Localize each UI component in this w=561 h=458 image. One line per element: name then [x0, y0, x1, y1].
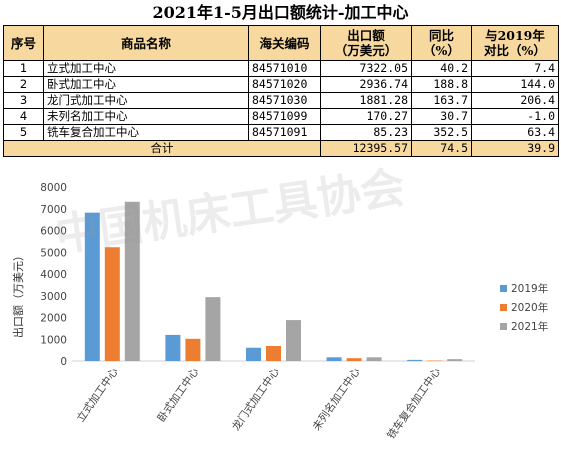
bar — [165, 334, 181, 361]
cell-vs-2019: 206.4 — [471, 92, 559, 109]
y-tick-label: 7000 — [40, 204, 67, 216]
x-category-label: 卧式加工中心 — [155, 365, 202, 424]
header-product-name: 商品名称 — [43, 25, 249, 61]
y-tick-label: 3000 — [40, 291, 67, 303]
bar — [84, 212, 100, 361]
cell-export-value: 7322.05 — [320, 60, 412, 77]
total-label: 合计 — [3, 140, 321, 157]
bar — [185, 338, 201, 361]
bar — [407, 359, 423, 361]
bar — [286, 320, 301, 361]
y-tick-label: 5000 — [40, 247, 67, 259]
header-index: 序号 — [3, 25, 44, 61]
y-tick-label: 1000 — [40, 334, 67, 346]
legend-label: 2019年 — [511, 282, 548, 295]
y-tick-label: 2000 — [40, 313, 67, 325]
x-category-label: 立式加工中心 — [74, 365, 121, 424]
bar — [427, 360, 443, 362]
cell-vs-2019: 63.4 — [471, 124, 559, 141]
cell-export-value: 1881.28 — [320, 92, 412, 109]
bar — [366, 357, 382, 361]
total-row: 合计 12395.57 74.5 39.9 — [3, 140, 559, 157]
cell-product-name: 铣车复合加工中心 — [43, 124, 249, 141]
cell-product-name: 龙门式加工中心 — [43, 92, 249, 109]
bar — [326, 357, 342, 361]
bar — [447, 359, 463, 361]
legend-label: 2021年 — [511, 320, 548, 333]
bar — [346, 358, 362, 361]
cell-product-name: 立式加工中心 — [43, 60, 249, 77]
cell-yoy: 40.2 — [411, 60, 472, 77]
y-tick-label: 8000 — [40, 182, 67, 194]
legend-swatch — [500, 323, 507, 330]
cell-vs-2019: 7.4 — [471, 60, 559, 77]
table-header-row: 序号 商品名称 海关编码 出口额 （万美元） 同比 （%） 与2019年 对比（… — [3, 25, 559, 61]
x-category-label: 未列名加工中心 — [310, 365, 363, 433]
cell-customs-code: 84571020 — [248, 76, 321, 93]
page-title: 2021年1-5月出口额统计-加工中心 — [152, 3, 409, 22]
cell-index: 4 — [3, 108, 44, 125]
header-vs-2019: 与2019年 对比（%） — [471, 25, 559, 61]
cell-product-name: 未列名加工中心 — [43, 108, 249, 125]
table-row: 3 龙门式加工中心 84571030 1881.28 163.7 206.4 — [3, 92, 559, 109]
y-tick-label: 6000 — [40, 226, 67, 238]
cell-export-value: 170.27 — [320, 108, 412, 125]
table-row: 2 卧式加工中心 84571020 2936.74 188.8 144.0 — [3, 76, 559, 93]
cell-index: 3 — [3, 92, 44, 109]
header-customs-code: 海关编码 — [248, 25, 321, 61]
bar — [266, 345, 281, 361]
legend-label: 2020年 — [511, 301, 548, 314]
export-table: 序号 商品名称 海关编码 出口额 （万美元） 同比 （%） 与2019年 对比（… — [3, 25, 559, 157]
y-tick-label: 0 — [60, 356, 67, 368]
cell-index: 5 — [3, 124, 44, 141]
table-row: 4 未列名加工中心 84571099 170.27 30.7 -1.0 — [3, 108, 559, 125]
bar — [124, 201, 140, 361]
cell-index: 2 — [3, 76, 44, 93]
cell-customs-code: 84571030 — [248, 92, 321, 109]
bar — [104, 247, 120, 361]
cell-customs-code: 84571099 — [248, 108, 321, 125]
header-export-value: 出口额 （万美元） — [320, 25, 412, 61]
total-export-value: 12395.57 — [320, 140, 412, 157]
cell-vs-2019: 144.0 — [471, 76, 559, 93]
bar — [246, 347, 261, 361]
cell-index: 1 — [3, 60, 44, 77]
cell-export-value: 2936.74 — [320, 76, 412, 93]
legend-swatch — [500, 285, 507, 292]
header-yoy: 同比 （%） — [411, 25, 472, 61]
bar — [205, 297, 221, 361]
total-yoy: 74.5 — [411, 140, 472, 157]
cell-customs-code: 84571010 — [248, 60, 321, 77]
cell-export-value: 85.23 — [320, 124, 412, 141]
cell-yoy: 352.5 — [411, 124, 472, 141]
y-axis-title: 出口额（万美元） — [11, 250, 25, 338]
cell-product-name: 卧式加工中心 — [43, 76, 249, 93]
cell-yoy: 163.7 — [411, 92, 472, 109]
cell-customs-code: 84571091 — [248, 124, 321, 141]
x-category-label: 铣车复合加工中心 — [384, 365, 443, 442]
cell-yoy: 30.7 — [411, 108, 472, 125]
legend-swatch — [500, 304, 507, 311]
cell-yoy: 188.8 — [411, 76, 472, 93]
y-tick-label: 4000 — [40, 269, 67, 281]
table-row: 1 立式加工中心 84571010 7322.05 40.2 7.4 — [3, 60, 559, 77]
table-row: 5 铣车复合加工中心 84571091 85.23 352.5 63.4 — [3, 124, 559, 141]
total-vs-2019: 39.9 — [471, 140, 559, 157]
x-category-label: 龙门式加工中心 — [229, 365, 282, 433]
cell-vs-2019: -1.0 — [471, 108, 559, 125]
export-bar-chart: 出口额（万美元） 0 1000 2000 3000 4000 5000 6000 7000 80… — [11, 182, 548, 442]
